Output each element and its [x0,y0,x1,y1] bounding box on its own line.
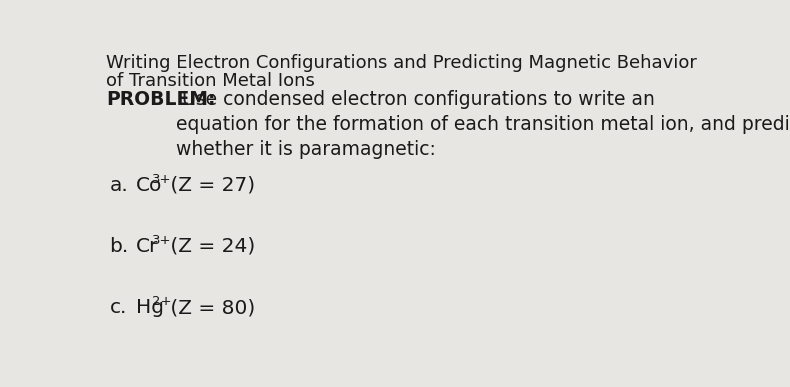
Text: 3+: 3+ [152,173,171,186]
Text: b.: b. [110,236,129,256]
Text: a.: a. [110,176,128,195]
Text: (Z = 27): (Z = 27) [164,176,255,195]
Text: Cr: Cr [136,236,158,256]
Text: (Z = 80): (Z = 80) [164,298,255,317]
Text: Use condensed electron configurations to write an
equation for the formation of : Use condensed electron configurations to… [176,90,790,159]
Text: 3+: 3+ [152,233,171,247]
Text: (Z = 24): (Z = 24) [164,236,255,256]
Text: c.: c. [110,298,127,317]
Text: Co: Co [136,176,162,195]
Text: of Transition Metal Ions: of Transition Metal Ions [107,72,315,90]
Text: Hg: Hg [136,298,164,317]
Text: PROBLEM:: PROBLEM: [107,90,216,110]
Text: 2+: 2+ [152,295,171,308]
Text: Writing Electron Configurations and Predicting Magnetic Behavior: Writing Electron Configurations and Pred… [107,54,698,72]
